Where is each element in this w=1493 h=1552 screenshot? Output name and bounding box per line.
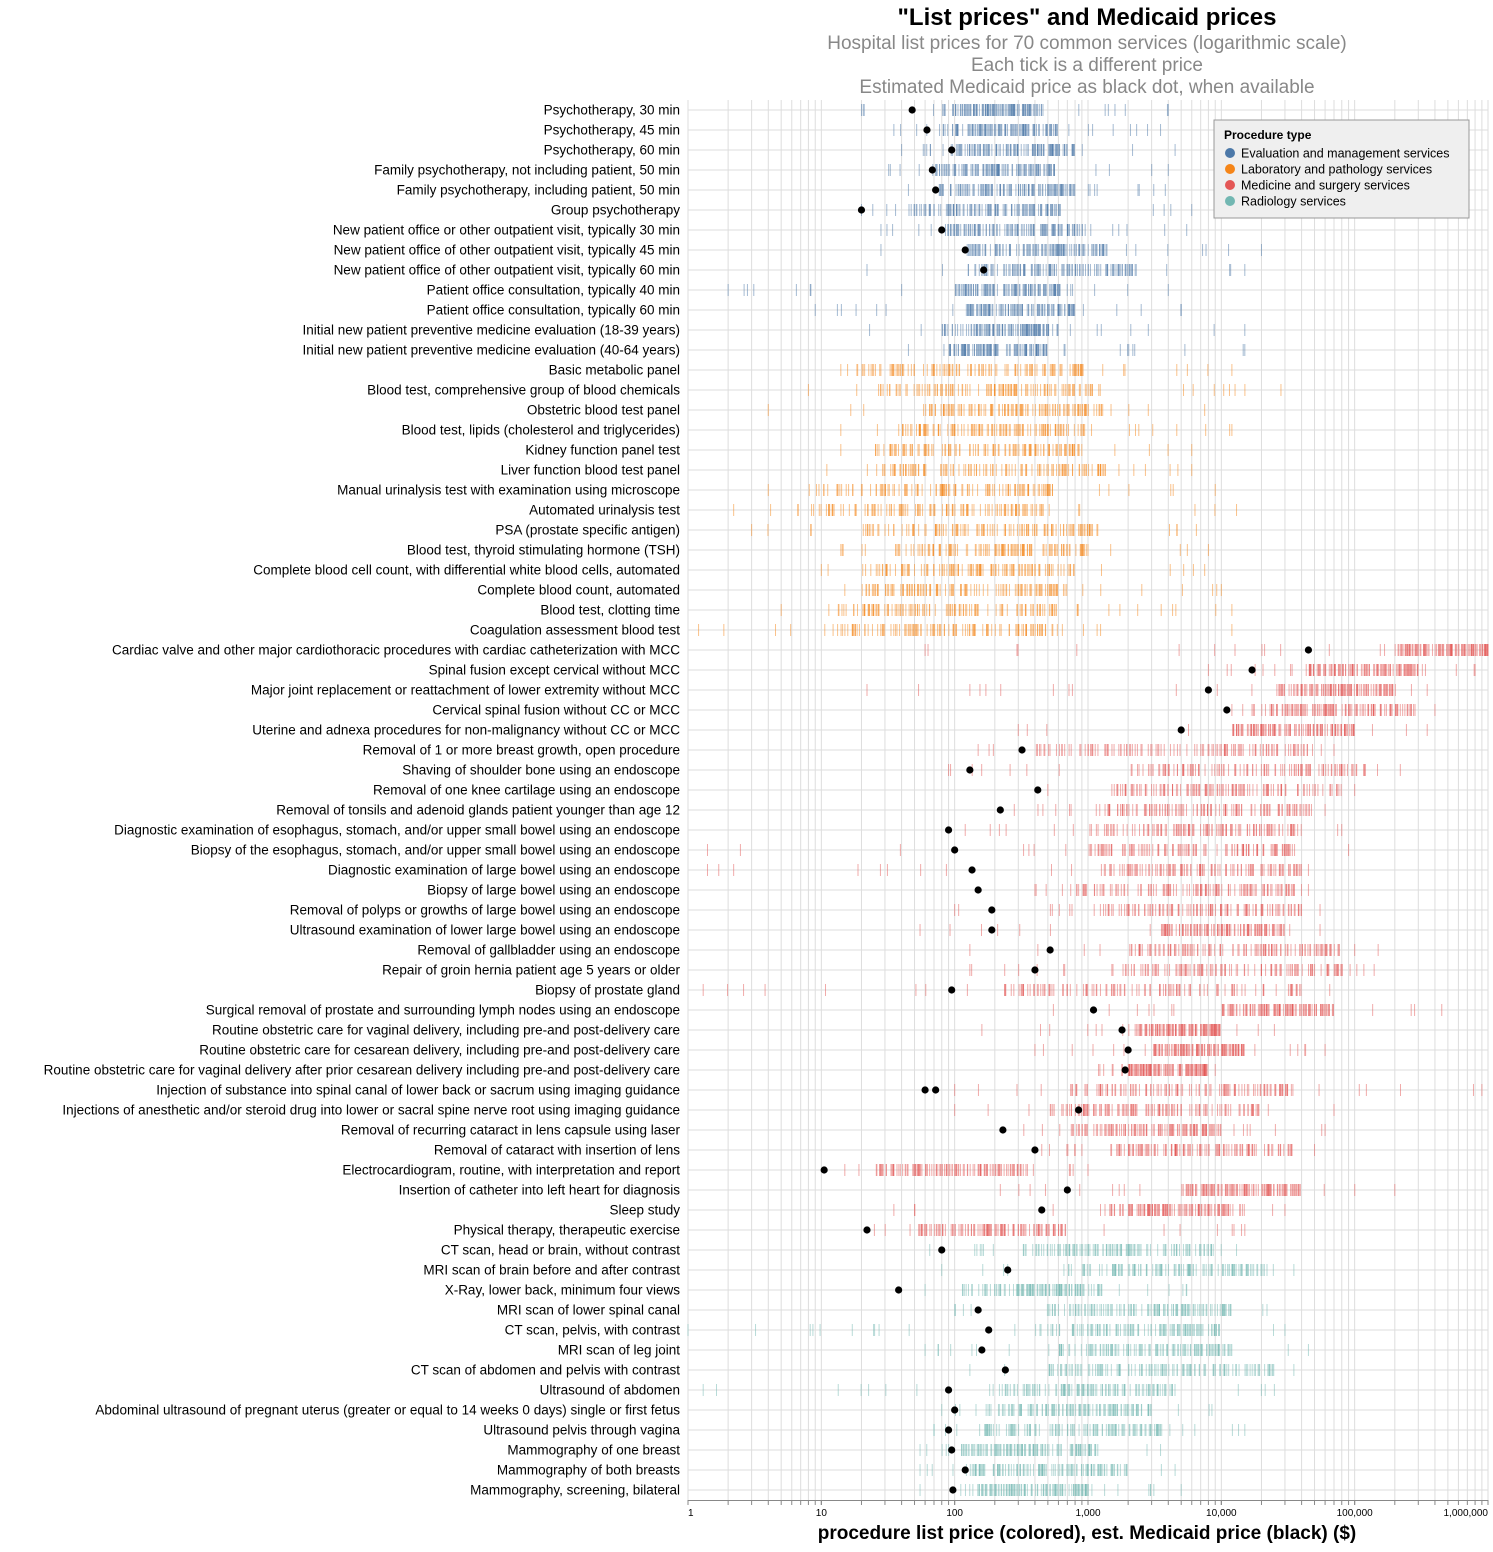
gridlines	[688, 100, 1488, 1500]
chart-title: "List prices" and Medicaid prices	[898, 4, 1277, 31]
chart-subtitle-3: Estimated Medicaid price as black dot, w…	[859, 77, 1314, 98]
chart-subtitle-2: Each tick is a different price	[971, 55, 1203, 76]
chart-subtitle-1: Hospital list prices for 70 common servi…	[827, 33, 1347, 54]
